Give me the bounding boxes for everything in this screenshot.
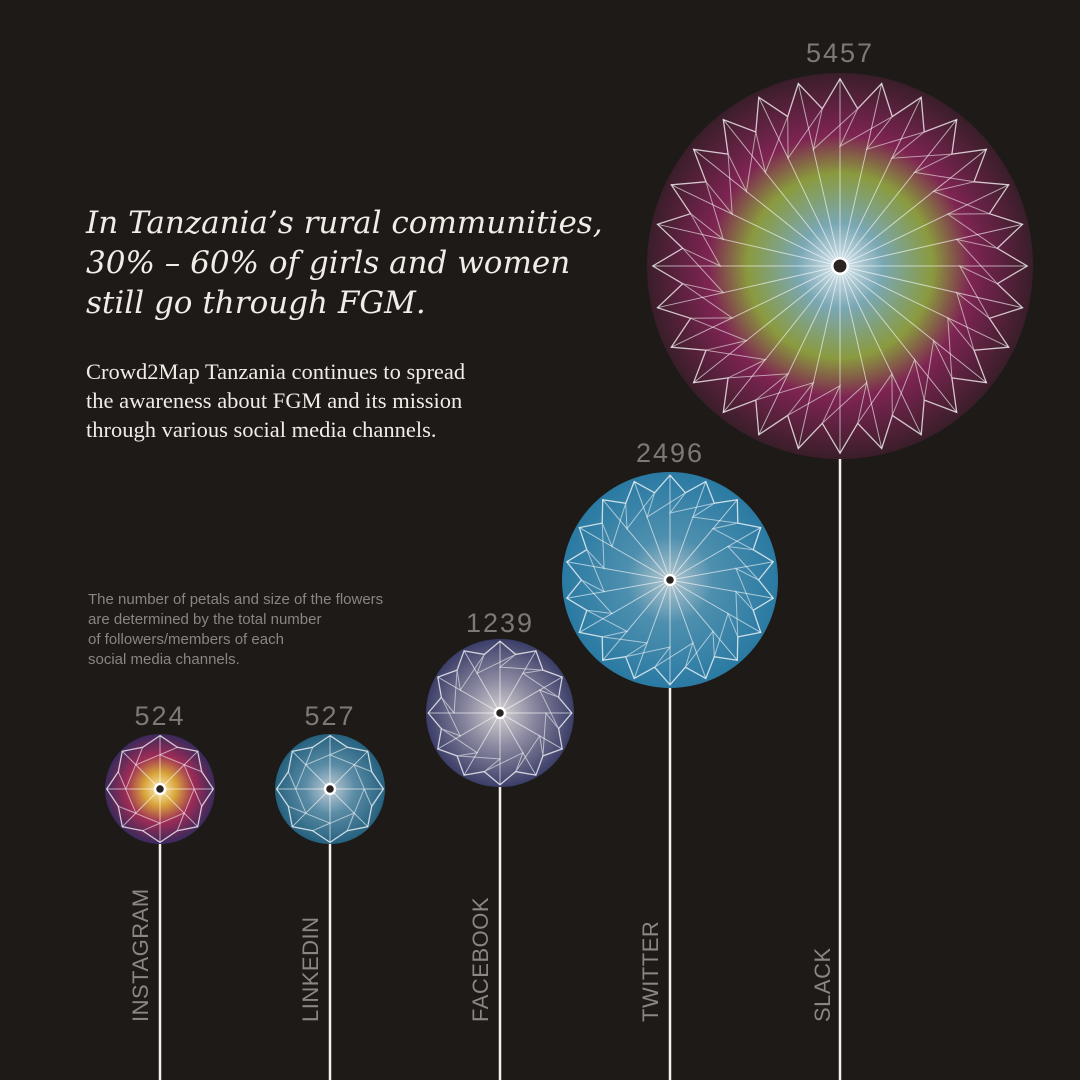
- petal-spoke: [669, 499, 738, 581]
- petal-spoke: [121, 750, 161, 790]
- note-line: social media channels.: [88, 651, 240, 668]
- category-label-linkedin: LINKEDIN: [298, 917, 323, 1022]
- flower-center-slack: [831, 257, 849, 275]
- petal-spoke: [633, 481, 671, 581]
- intro-line: through various social media channels.: [86, 417, 437, 442]
- petal-spoke: [669, 561, 774, 581]
- legend-note: The number of petals and size of the flo…: [88, 590, 468, 670]
- value-label-slack: 5457: [806, 38, 874, 68]
- petal-spoke: [839, 184, 1009, 267]
- flower-center-facebook: [493, 706, 507, 720]
- petal-spoke: [669, 527, 761, 581]
- headline-line: still go through FGM.: [86, 285, 426, 321]
- petal-spoke: [671, 184, 841, 267]
- petal-spoke: [669, 579, 707, 679]
- flowers-layer: 524 INSTAGRAM 527 LINKEDIN 1239 FACEBOOK 2496 T…: [105, 38, 1033, 1080]
- petal-spoke: [579, 527, 671, 581]
- flower-linkedin: 527 LINKEDIN: [275, 701, 385, 1080]
- flower-center-instagram: [153, 782, 167, 796]
- intro-paragraph: Crowd2Map Tanzania continues to spread t…: [86, 357, 626, 444]
- petal-spoke: [437, 676, 501, 714]
- petal-spoke: [499, 676, 563, 714]
- petal-spoke: [669, 481, 707, 581]
- petal-spoke: [758, 265, 841, 435]
- petal-spoke: [437, 712, 501, 750]
- petals-inner-slack: [682, 108, 998, 424]
- petal-spoke: [839, 265, 1009, 348]
- petal-spoke: [797, 83, 841, 267]
- flower-instagram: 524 INSTAGRAM: [105, 701, 215, 1080]
- petal-spoke: [722, 265, 841, 413]
- note-line: The number of petals and size of the flo…: [88, 591, 384, 608]
- petal-spoke: [499, 712, 537, 776]
- flower-slack: 5457 SLACK: [647, 38, 1033, 1080]
- value-label-linkedin: 527: [304, 701, 355, 731]
- petal-spoke: [602, 579, 671, 661]
- petal-spoke: [669, 579, 774, 599]
- petals-inner-twitter: [581, 492, 759, 668]
- petal-spoke: [839, 83, 883, 267]
- petal-spoke: [839, 265, 883, 449]
- petal-spoke: [722, 119, 841, 267]
- petal-spoke: [839, 265, 987, 384]
- petal-spoke: [797, 265, 841, 449]
- headline-line: 30% – 60% of girls and women: [86, 245, 571, 281]
- petal-spoke: [839, 223, 1023, 267]
- headline: In Tanzania’s rural communities, 30% – 6…: [86, 203, 646, 323]
- note-line: are determined by the total number: [88, 611, 322, 628]
- petal-spoke: [839, 265, 958, 413]
- flower-twitter: 2496 TWITTER: [562, 438, 778, 1080]
- petal-spoke: [669, 579, 738, 661]
- petal-spoke: [499, 712, 563, 750]
- petal-spoke: [839, 148, 987, 267]
- category-label-instagram: INSTAGRAM: [128, 888, 153, 1022]
- intro-line: Crowd2Map Tanzania continues to spread: [86, 359, 466, 384]
- intro-line: the awareness about FGM and its mission: [86, 388, 463, 413]
- petal-spoke: [839, 265, 1023, 309]
- petal-spoke: [566, 561, 671, 581]
- petal-spoke: [329, 788, 369, 828]
- flower-center-twitter: [663, 573, 677, 587]
- petal-spoke: [839, 97, 922, 267]
- petal-spoke: [159, 788, 199, 828]
- flower-center-linkedin: [323, 782, 337, 796]
- petal-spoke: [633, 579, 671, 679]
- petal-spoke: [579, 579, 671, 633]
- petal-spoke: [499, 650, 537, 714]
- value-label-facebook: 1239: [466, 608, 534, 638]
- petal-spoke: [121, 788, 161, 828]
- petal-spoke: [671, 265, 841, 348]
- petal-spoke: [657, 265, 841, 309]
- petal-spoke: [669, 579, 761, 633]
- petal-spoke: [329, 750, 369, 790]
- petal-spoke: [463, 712, 501, 776]
- petal-spoke: [291, 788, 331, 828]
- petal-spoke: [693, 265, 841, 384]
- petals-inner-instagram: [117, 746, 203, 832]
- petal-spoke: [602, 499, 671, 581]
- category-label-twitter: TWITTER: [638, 921, 663, 1022]
- petal-spoke: [839, 119, 958, 267]
- value-label-instagram: 524: [134, 701, 185, 731]
- flower-facebook: 1239 FACEBOOK: [426, 608, 574, 1080]
- category-label-slack: SLACK: [810, 947, 835, 1022]
- value-label-twitter: 2496: [636, 438, 704, 468]
- petal-spoke: [758, 97, 841, 267]
- petal-spoke: [693, 148, 841, 267]
- petals-inner-linkedin: [287, 746, 373, 832]
- petal-spoke: [566, 579, 671, 599]
- note-line: of followers/members of each: [88, 631, 284, 648]
- petal-spoke: [463, 650, 501, 714]
- category-label-facebook: FACEBOOK: [468, 897, 493, 1022]
- petal-spoke: [839, 265, 922, 435]
- petal-spoke: [159, 750, 199, 790]
- petals-inner-facebook: [440, 653, 560, 773]
- petal-spoke: [291, 750, 331, 790]
- petal-spoke: [657, 223, 841, 267]
- headline-line: In Tanzania’s rural communities,: [86, 205, 603, 241]
